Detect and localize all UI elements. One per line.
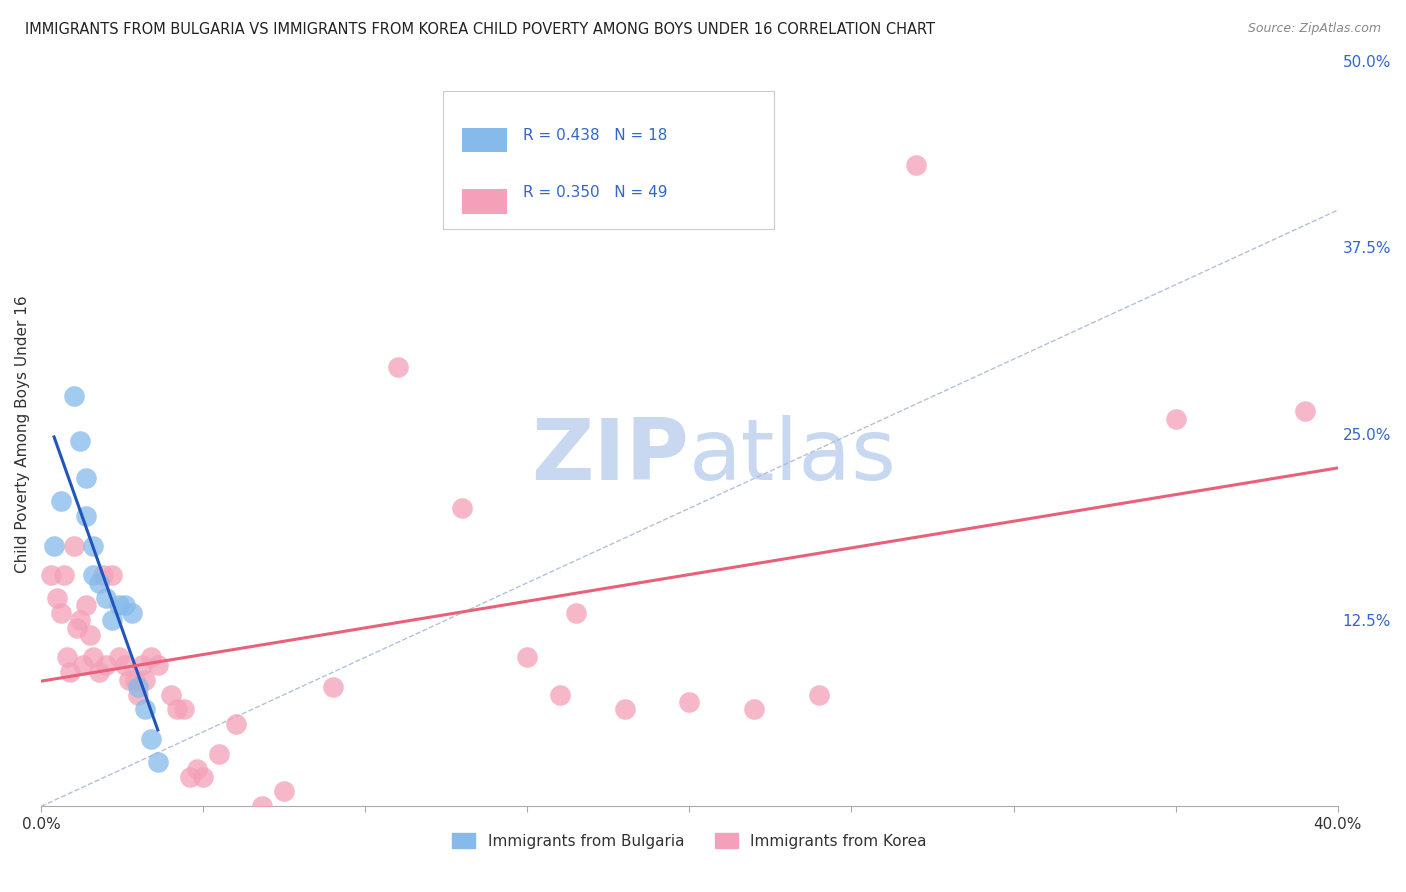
Point xyxy=(72,657,94,672)
Text: IMMIGRANTS FROM BULGARIA VS IMMIGRANTS FROM KOREA CHILD POVERTY AMONG BOYS UNDER: IMMIGRANTS FROM BULGARIA VS IMMIGRANTS F… xyxy=(25,22,935,37)
Legend: Immigrants from Bulgaria, Immigrants from Korea: Immigrants from Bulgaria, Immigrants fro… xyxy=(446,826,932,855)
Point xyxy=(565,606,588,620)
Point xyxy=(69,434,91,449)
Point xyxy=(79,628,101,642)
Point xyxy=(49,606,72,620)
Point xyxy=(82,539,104,553)
Point xyxy=(59,665,82,680)
Point xyxy=(548,688,571,702)
FancyBboxPatch shape xyxy=(443,91,773,229)
Point xyxy=(146,755,169,769)
Point xyxy=(131,657,153,672)
Point xyxy=(273,784,295,798)
Point xyxy=(121,606,143,620)
Point xyxy=(39,568,62,582)
Point xyxy=(127,688,149,702)
Point xyxy=(62,539,84,553)
Point xyxy=(94,657,117,672)
Point xyxy=(127,680,149,694)
Point xyxy=(250,799,273,814)
Point xyxy=(108,598,131,612)
Point xyxy=(91,568,114,582)
Point xyxy=(141,650,163,665)
Point xyxy=(159,688,181,702)
Point xyxy=(76,508,98,523)
Point xyxy=(179,770,201,784)
Point xyxy=(742,702,765,716)
Point xyxy=(387,359,409,374)
Point xyxy=(49,493,72,508)
Point xyxy=(82,568,104,582)
Point xyxy=(124,673,146,687)
Text: R = 0.350   N = 49: R = 0.350 N = 49 xyxy=(523,185,668,200)
Point xyxy=(114,657,136,672)
Point xyxy=(808,688,831,702)
Point xyxy=(1164,412,1187,426)
Point xyxy=(42,539,65,553)
Y-axis label: Child Poverty Among Boys Under 16: Child Poverty Among Boys Under 16 xyxy=(15,295,30,573)
Point xyxy=(52,568,75,582)
Point xyxy=(89,575,111,590)
Point xyxy=(905,159,928,173)
Point xyxy=(108,650,131,665)
Point xyxy=(516,650,538,665)
Point xyxy=(146,657,169,672)
Point xyxy=(134,673,156,687)
Point xyxy=(322,680,344,694)
Point xyxy=(89,665,111,680)
Point xyxy=(117,673,139,687)
Point xyxy=(69,613,91,627)
Point xyxy=(186,762,208,776)
Point xyxy=(101,613,124,627)
Point xyxy=(678,695,700,709)
Point xyxy=(134,702,156,716)
Point xyxy=(166,702,188,716)
Point xyxy=(66,620,89,634)
Point xyxy=(101,568,124,582)
Point xyxy=(76,471,98,485)
Text: R = 0.438   N = 18: R = 0.438 N = 18 xyxy=(523,128,668,144)
Point xyxy=(193,770,215,784)
Point xyxy=(208,747,231,762)
FancyBboxPatch shape xyxy=(463,128,506,153)
Point xyxy=(114,598,136,612)
Point xyxy=(76,598,98,612)
Text: ZIP: ZIP xyxy=(531,415,689,498)
Point xyxy=(225,717,247,731)
Text: Source: ZipAtlas.com: Source: ZipAtlas.com xyxy=(1247,22,1381,36)
Text: atlas: atlas xyxy=(689,415,897,498)
Point xyxy=(451,501,474,516)
Point xyxy=(94,591,117,605)
Point xyxy=(1294,404,1316,418)
Point xyxy=(141,732,163,747)
Point xyxy=(62,389,84,403)
Point xyxy=(56,650,79,665)
FancyBboxPatch shape xyxy=(463,189,506,213)
Point xyxy=(82,650,104,665)
Point xyxy=(613,702,636,716)
Point xyxy=(46,591,69,605)
Point xyxy=(173,702,195,716)
